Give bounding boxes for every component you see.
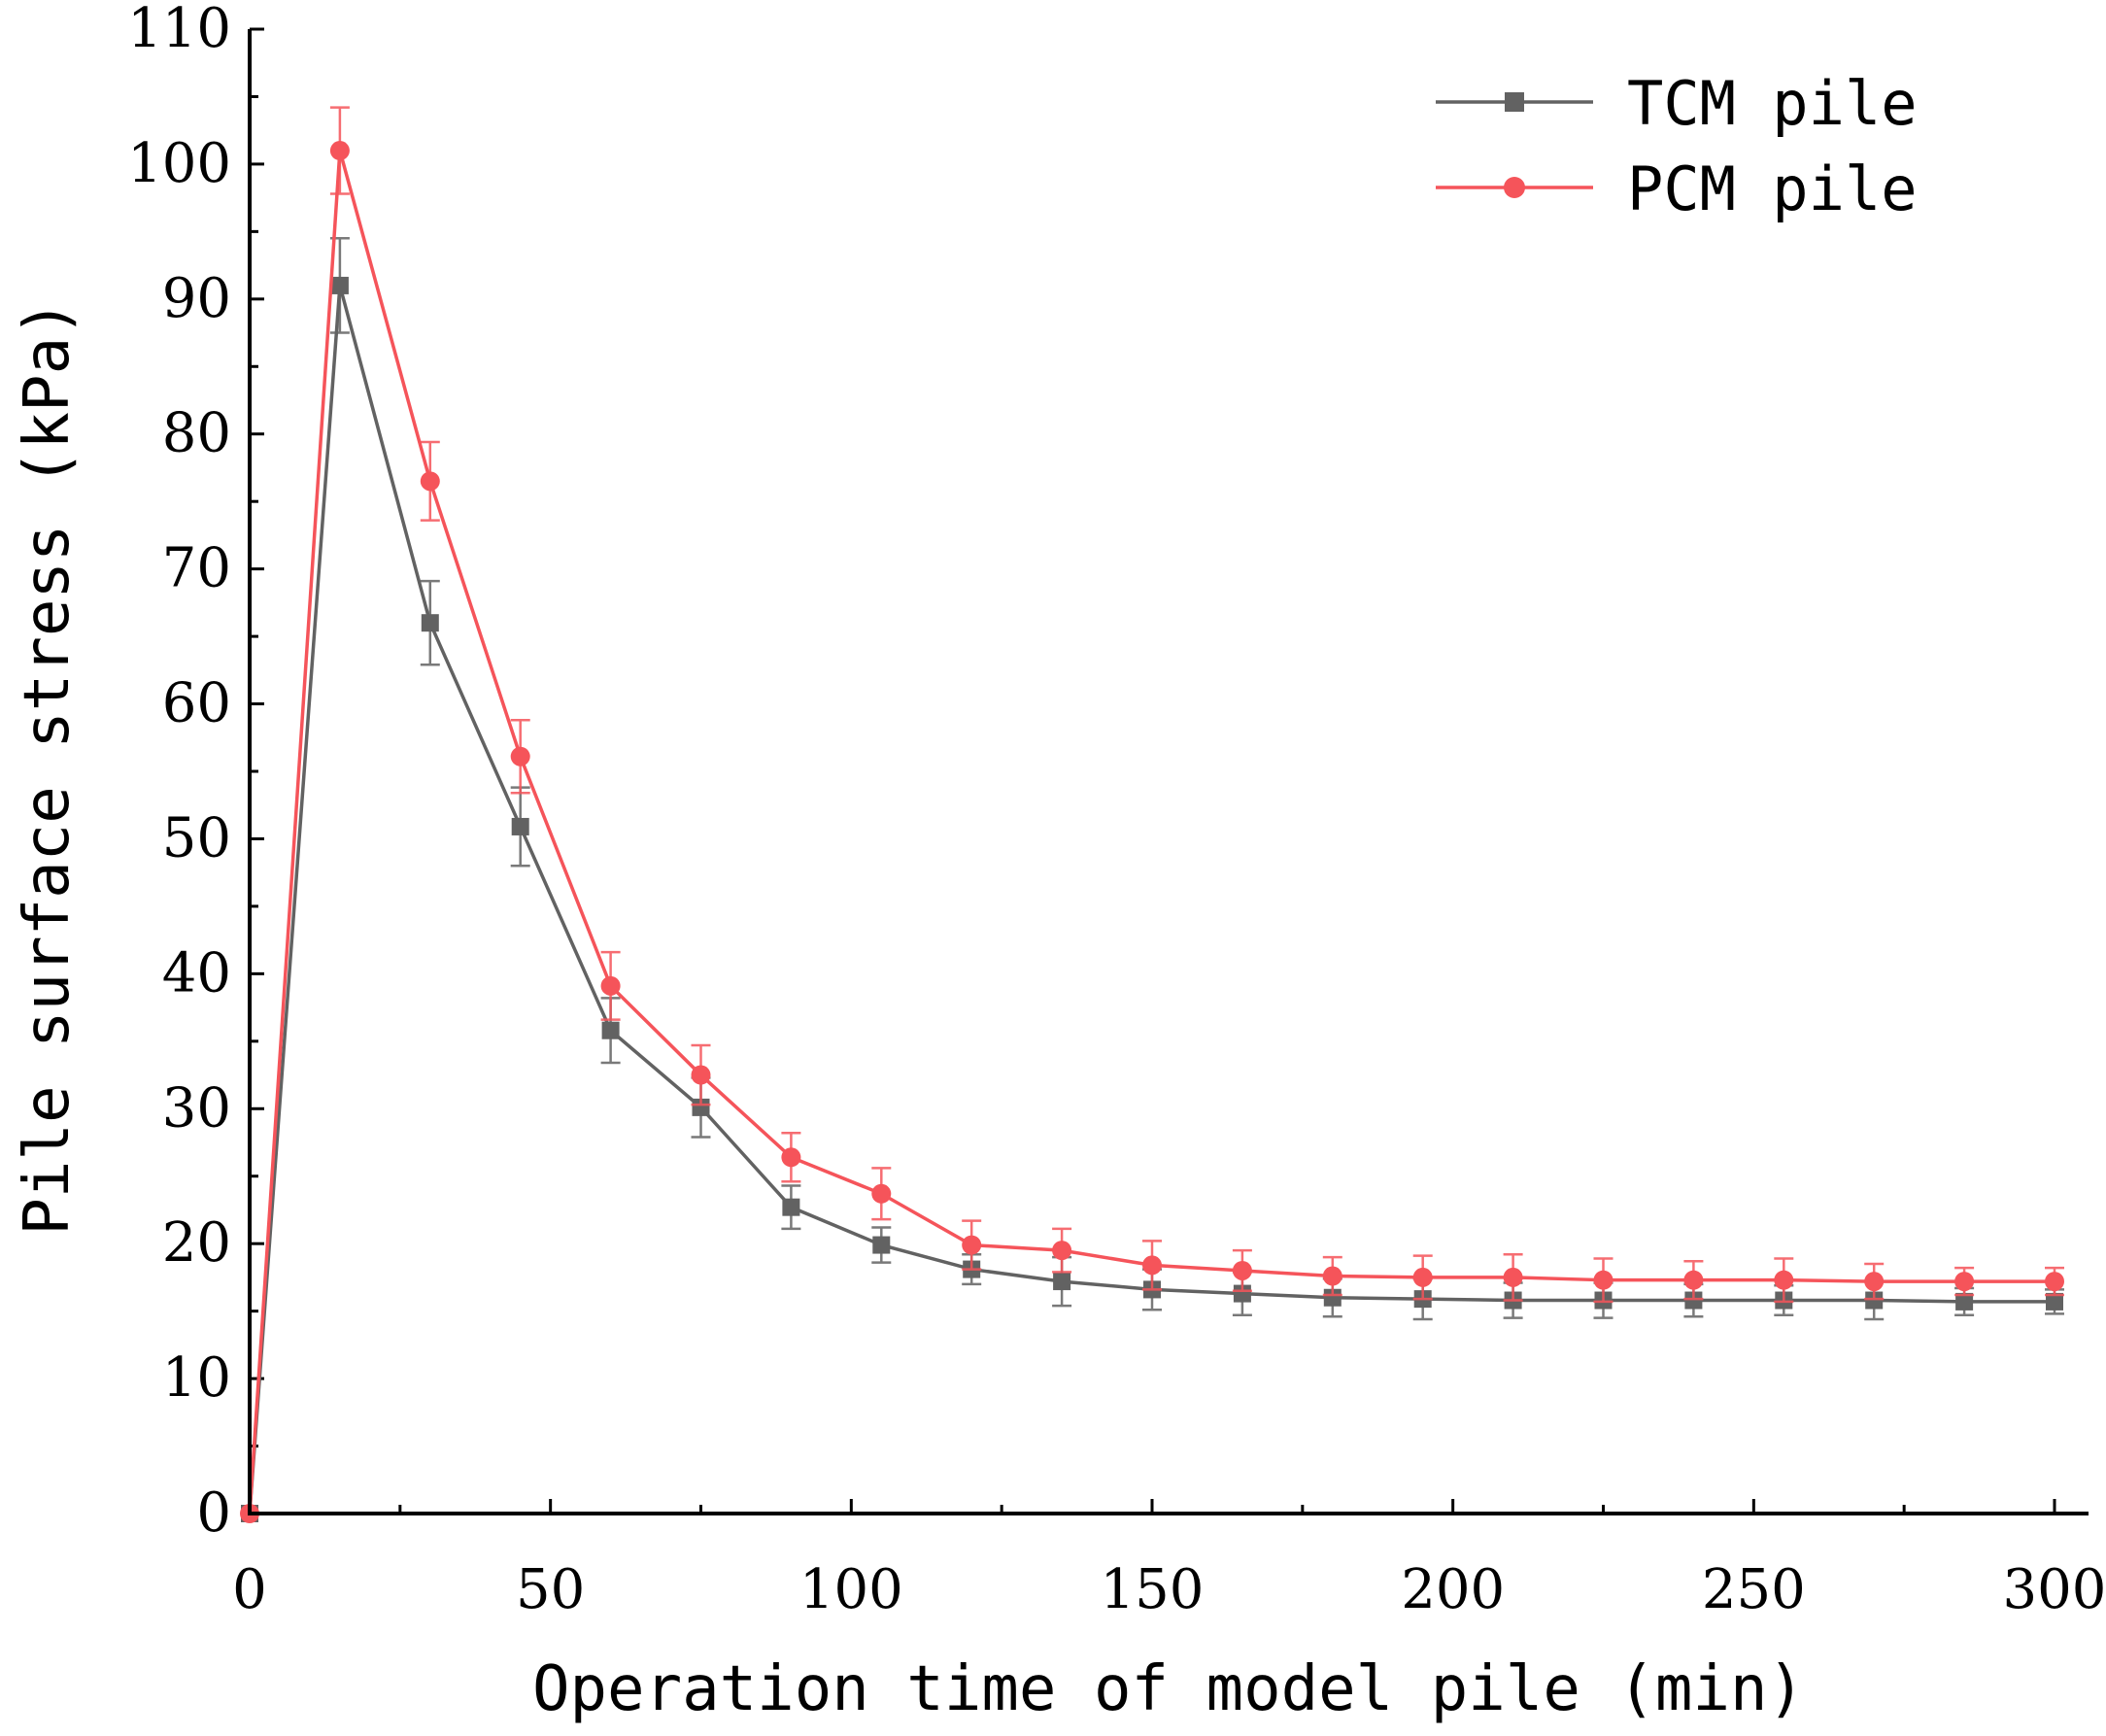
data-point-tcm	[692, 1098, 710, 1116]
data-point-pcm	[962, 1235, 982, 1255]
data-point-pcm	[1142, 1255, 1162, 1276]
x-tick-label: 50	[516, 1558, 585, 1621]
data-point-tcm	[601, 1021, 620, 1039]
data-point-pcm	[510, 746, 530, 766]
data-point-tcm	[872, 1236, 891, 1254]
x-tick-label: 100	[799, 1558, 903, 1621]
y-tick-label: 60	[162, 672, 231, 735]
axes-layer	[248, 29, 2089, 1515]
x-axis-title: Operation time of model pile (min)	[532, 1653, 1805, 1725]
legend-marker-pcm	[1504, 177, 1525, 198]
data-point-tcm	[1053, 1273, 1071, 1291]
data-point-pcm	[1322, 1266, 1342, 1286]
legend: TCM pile PCM pile	[1436, 68, 1918, 224]
data-point-pcm	[1864, 1272, 1885, 1292]
data-point-tcm	[511, 817, 529, 835]
data-point-pcm	[1052, 1241, 1072, 1261]
data-point-pcm	[1774, 1270, 1794, 1290]
data-point-pcm	[691, 1065, 711, 1085]
data-point-tcm	[782, 1198, 800, 1216]
data-point-tcm	[1865, 1291, 1884, 1310]
y-tick-label: 40	[162, 941, 231, 1004]
legend-marker-tcm	[1505, 92, 1524, 112]
legend-entry-pcm: PCM pile	[1436, 153, 1918, 224]
data-point-pcm	[1232, 1260, 1252, 1280]
tick-layer: 0 10 20 30 40 50 60 70 80 90 100 110 0 50 100 150 200 250…	[127, 0, 2106, 1621]
data-point-pcm	[1503, 1267, 1523, 1287]
legend-entry-tcm: TCM pile	[1436, 68, 1918, 139]
series-line-tcm	[248, 285, 2055, 1515]
data-point-pcm	[1683, 1270, 1704, 1290]
data-point-tcm	[330, 276, 349, 294]
data-point-pcm	[329, 141, 350, 161]
data-point-tcm	[2046, 1292, 2063, 1311]
legend-label-pcm: PCM pile	[1627, 153, 1918, 224]
y-tick-label: 90	[162, 267, 231, 330]
data-point-pcm	[871, 1183, 892, 1204]
y-tick-label: 80	[162, 402, 231, 465]
x-tick-label: 200	[1401, 1558, 1505, 1621]
data-point-pcm	[2045, 1272, 2064, 1292]
series-tcm	[241, 237, 2064, 1522]
data-point-tcm	[1323, 1288, 1342, 1307]
data-point-tcm	[1233, 1284, 1251, 1303]
y-tick-label: 30	[162, 1076, 231, 1140]
y-tick-label: 0	[196, 1481, 231, 1545]
x-tick-label: 0	[232, 1558, 267, 1621]
y-tick-label: 110	[127, 0, 231, 60]
data-point-tcm	[1684, 1291, 1703, 1310]
data-point-pcm	[781, 1147, 801, 1168]
x-tick-label: 300	[2003, 1558, 2106, 1621]
x-tick-label: 250	[1702, 1558, 1806, 1621]
data-point-pcm	[420, 471, 440, 492]
data-point-pcm	[1593, 1270, 1613, 1290]
y-tick-label: 20	[162, 1211, 231, 1275]
y-tick-label: 10	[162, 1346, 231, 1410]
data-point-pcm	[600, 975, 621, 996]
data-point-tcm	[1955, 1292, 1974, 1311]
y-tick-label: 100	[127, 132, 231, 195]
data-point-pcm	[1412, 1267, 1433, 1287]
y-tick-label: 50	[162, 806, 231, 869]
legend-label-tcm: TCM pile	[1627, 68, 1918, 139]
x-tick-label: 150	[1101, 1558, 1205, 1621]
y-tick-label: 70	[162, 537, 231, 600]
series-layer	[240, 106, 2064, 1523]
y-axis-title: Pile surface stress (kPa)	[12, 299, 84, 1235]
data-point-pcm	[1954, 1272, 1975, 1292]
data-point-tcm	[421, 614, 439, 632]
series-pcm	[240, 106, 2064, 1523]
